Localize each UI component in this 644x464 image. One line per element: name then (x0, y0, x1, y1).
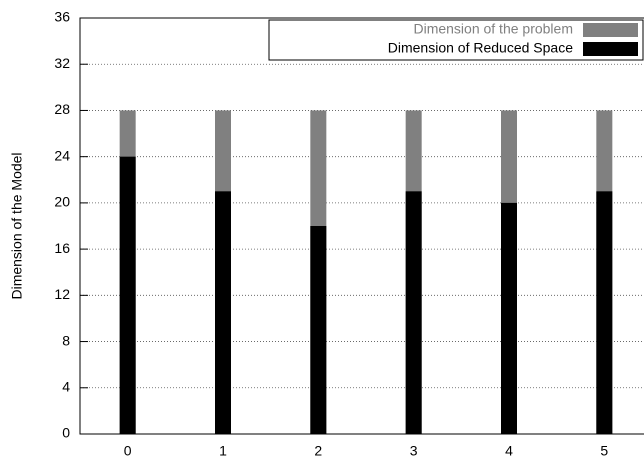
y-tick-label: 8 (62, 332, 70, 348)
x-tick-label: 3 (410, 443, 418, 459)
legend-label: Dimension of the problem (413, 21, 573, 37)
legend-swatch (583, 42, 638, 56)
x-tick-label: 5 (600, 443, 608, 459)
y-tick-label: 0 (62, 425, 70, 441)
y-axis-label: Dimension of the Model (9, 152, 25, 299)
y-tick-label: 28 (54, 101, 70, 117)
bar (596, 191, 613, 434)
x-tick-label: 4 (505, 443, 513, 459)
y-tick-label: 32 (54, 55, 70, 71)
y-tick-label: 36 (54, 9, 70, 25)
y-tick-label: 24 (54, 147, 70, 163)
legend-swatch (583, 23, 638, 37)
y-tick-label: 20 (54, 194, 70, 210)
y-tick-label: 16 (54, 240, 70, 256)
bar (501, 202, 517, 434)
y-tick-label: 12 (54, 286, 70, 302)
bar (405, 191, 422, 434)
legend-box (268, 19, 644, 61)
legend-label: Dimension of Reduced Space (388, 40, 573, 56)
bar (310, 226, 327, 434)
x-tick-label: 2 (314, 443, 322, 459)
plot-frame (79, 17, 644, 435)
x-tick-label: 0 (124, 443, 132, 459)
bar (119, 156, 136, 434)
x-tick-label: 1 (219, 443, 227, 459)
bar (215, 191, 231, 434)
y-tick-label: 4 (62, 378, 70, 394)
